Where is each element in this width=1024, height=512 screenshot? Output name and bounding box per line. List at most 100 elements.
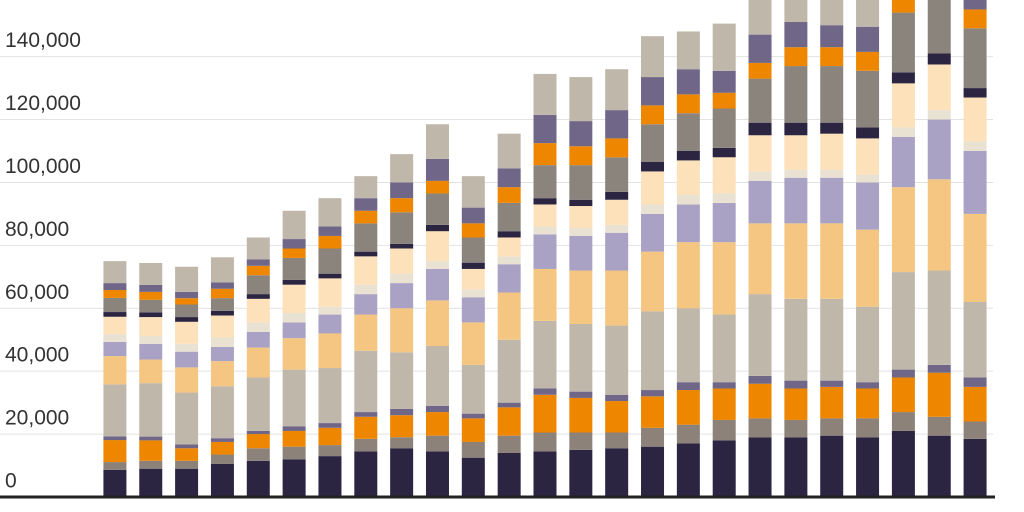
bar-segment xyxy=(927,64,951,111)
bar-segment xyxy=(425,405,449,413)
bar-segment xyxy=(282,239,306,249)
bar-segment xyxy=(175,321,199,344)
bar-segment xyxy=(712,70,736,93)
bar-segment xyxy=(820,66,844,123)
bar-segment xyxy=(497,237,521,257)
bar-segment xyxy=(533,114,557,144)
bar-segment xyxy=(354,294,378,315)
bar-segment xyxy=(676,242,700,309)
bar-segment xyxy=(820,47,844,67)
bar-segment xyxy=(210,346,234,362)
bar-segment xyxy=(856,229,880,307)
bar-segment xyxy=(461,207,485,224)
bar-segment xyxy=(533,204,557,227)
bar-segment xyxy=(390,182,414,199)
bar-segment xyxy=(425,158,449,181)
bar-segment xyxy=(425,435,449,452)
bar-segment xyxy=(461,322,485,365)
bar-segment xyxy=(103,283,127,291)
bar-segment xyxy=(175,444,199,449)
bar-segment xyxy=(390,273,414,284)
bar-segment xyxy=(856,437,880,497)
bar-segment xyxy=(282,279,306,285)
bar-segment xyxy=(676,31,700,70)
bar-segment xyxy=(210,310,234,316)
bar-segment xyxy=(282,210,306,240)
bar-segment xyxy=(712,440,736,497)
bar-segment xyxy=(139,317,163,336)
bar-segment xyxy=(103,261,127,284)
bar-segment xyxy=(210,438,234,442)
bar-segment xyxy=(354,198,378,211)
bar-segment xyxy=(748,294,772,376)
bar-segment xyxy=(963,28,987,89)
bar-segment xyxy=(963,377,987,387)
bar-segment xyxy=(425,346,449,406)
bar-segment xyxy=(927,0,951,54)
bar-segment xyxy=(210,463,234,497)
y-tick-label: 80,000 xyxy=(5,218,69,241)
bar-segment xyxy=(784,22,808,48)
bar-segment xyxy=(748,34,772,63)
bar-segment xyxy=(605,138,629,158)
bar-segment xyxy=(246,460,270,497)
bar-segment xyxy=(425,224,449,232)
bar-segment xyxy=(318,456,342,497)
bar-segment xyxy=(641,446,665,497)
bar-segment xyxy=(318,198,342,227)
bar-segment xyxy=(282,257,306,280)
bar-segment xyxy=(927,179,951,271)
bar-segment xyxy=(103,334,127,342)
bar-segment xyxy=(533,320,557,389)
bar-segment xyxy=(569,206,593,229)
bar-segment xyxy=(891,412,915,431)
bar-segment xyxy=(533,268,557,321)
bar-segment xyxy=(103,297,127,313)
bar-segment xyxy=(246,237,270,260)
bar-segment xyxy=(103,312,127,317)
bar-segment xyxy=(605,448,629,497)
bar-segment xyxy=(891,72,915,84)
bar-segment xyxy=(748,383,772,419)
bar-segment xyxy=(927,435,951,497)
bar-segment xyxy=(820,169,844,178)
bar-segment xyxy=(139,312,163,318)
bar-segment xyxy=(641,396,665,428)
bar-segment xyxy=(139,359,163,384)
bar-segment xyxy=(497,256,521,265)
bar-segment xyxy=(605,110,629,139)
bar-segment xyxy=(354,176,378,199)
bar-segment xyxy=(569,235,593,271)
bar-segment xyxy=(390,308,414,353)
bar-segment xyxy=(354,416,378,439)
bar-segment xyxy=(712,382,736,389)
bar-segment xyxy=(641,171,665,205)
bar-segment xyxy=(748,135,772,172)
bar-segment xyxy=(569,323,593,392)
bar-segment xyxy=(748,122,772,136)
bar-segment xyxy=(856,127,880,139)
bar-segment xyxy=(246,275,270,295)
y-tick-label: 0 xyxy=(5,470,17,493)
bar-segment xyxy=(963,0,987,10)
bar-segment xyxy=(103,384,127,437)
bar-segment xyxy=(748,180,772,224)
bar-segment xyxy=(282,369,306,427)
bar-segment xyxy=(641,105,665,125)
y-tick-label: 120,000 xyxy=(5,92,81,115)
bar-segment xyxy=(390,408,414,416)
bar-segment xyxy=(676,69,700,95)
bar-segment xyxy=(390,154,414,183)
bar-segment xyxy=(569,165,593,200)
bar-segment xyxy=(497,339,521,403)
bar-segment xyxy=(784,419,808,438)
y-tick-label: 140,000 xyxy=(5,29,81,52)
bar-segment xyxy=(390,448,414,497)
bar-segment xyxy=(354,412,378,417)
bar-segment xyxy=(820,223,844,299)
bar-segment xyxy=(175,317,199,322)
bar-segment xyxy=(390,212,414,244)
bar-segment xyxy=(569,391,593,398)
bar-segment xyxy=(533,198,557,205)
bar-segment xyxy=(676,308,700,383)
